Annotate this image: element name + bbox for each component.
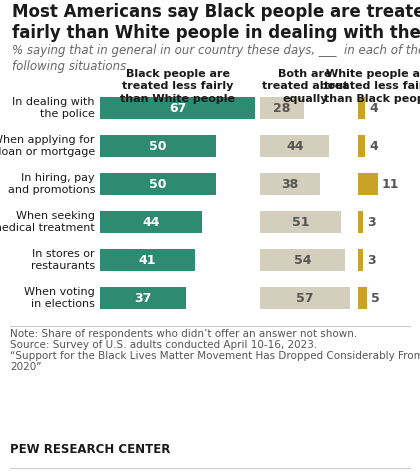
Bar [100,173,216,195]
Bar [358,173,378,195]
Text: Both are
treated about
equally: Both are treated about equally [262,69,348,104]
Text: 2020”: 2020” [10,362,42,372]
Text: 54: 54 [294,254,311,267]
Text: In dealing with
the police: In dealing with the police [13,97,95,119]
Text: Source: Survey of U.S. adults conducted April 10-16, 2023.: Source: Survey of U.S. adults conducted … [10,340,317,350]
Text: 50: 50 [149,139,167,152]
Text: 51: 51 [291,216,309,228]
Text: 38: 38 [281,178,299,190]
Bar [260,173,320,195]
Text: PEW RESEARCH CENTER: PEW RESEARCH CENTER [10,443,171,456]
Text: White people are
treated less fairly
than Black people: White people are treated less fairly tha… [324,69,420,104]
Text: 57: 57 [296,291,314,305]
Text: When voting
in elections: When voting in elections [24,287,95,309]
Text: In stores or
restaurants: In stores or restaurants [31,249,95,271]
Text: 41: 41 [139,254,156,267]
Text: 3: 3 [368,216,376,228]
Bar [100,97,255,119]
Bar [260,287,350,309]
Text: 67: 67 [169,101,186,115]
Bar [358,211,363,233]
Text: 50: 50 [149,178,167,190]
Text: 3: 3 [368,254,376,267]
Text: When applying for
a loan or mortgage: When applying for a loan or mortgage [0,135,95,157]
Text: 11: 11 [382,178,399,190]
Text: % saying that in general in our country these days, ___  in each of the
followin: % saying that in general in our country … [12,44,420,73]
Text: 4: 4 [369,139,378,152]
Bar [100,249,195,271]
Bar [358,249,363,271]
Bar [358,287,367,309]
Text: 44: 44 [142,216,160,228]
Text: Note: Share of respondents who didn’t offer an answer not shown.: Note: Share of respondents who didn’t of… [10,329,357,339]
Bar [260,211,341,233]
Bar [260,249,345,271]
Bar [260,135,329,157]
Bar [358,135,365,157]
Bar [100,211,202,233]
Text: “Support for the Black Lives Matter Movement Has Dropped Considerably From Its P: “Support for the Black Lives Matter Move… [10,351,420,361]
Bar [100,287,186,309]
Text: 44: 44 [286,139,304,152]
Text: Black people are
treated less fairly
than White people: Black people are treated less fairly tha… [120,69,235,104]
Text: In hiring, pay
and promotions: In hiring, pay and promotions [8,173,95,195]
Text: Most Americans say Black people are treated less
fairly than White people in dea: Most Americans say Black people are trea… [12,3,420,42]
Bar [100,135,216,157]
Bar [358,97,365,119]
Text: 28: 28 [273,101,291,115]
Text: 5: 5 [371,291,380,305]
Text: 37: 37 [134,291,152,305]
Bar [260,97,304,119]
Text: When seeking
medical treatment: When seeking medical treatment [0,211,95,233]
Text: 4: 4 [369,101,378,115]
